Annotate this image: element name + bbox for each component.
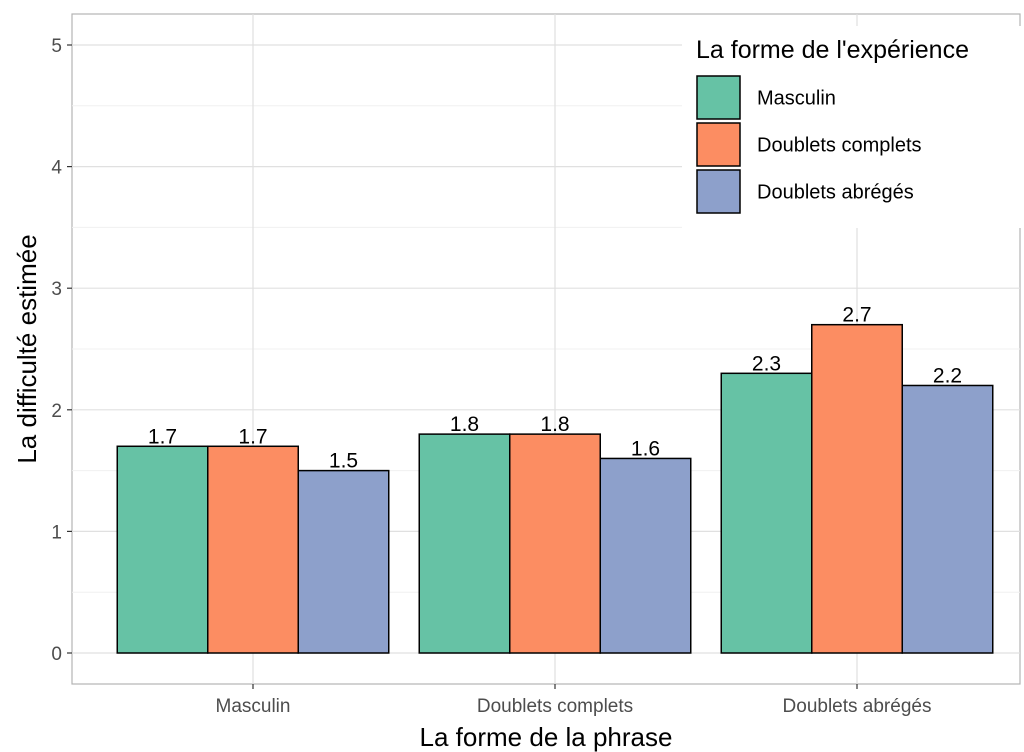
y-axis-title: La difficulté estimée — [12, 234, 42, 463]
legend-label: Masculin — [757, 88, 836, 110]
bar — [600, 458, 691, 653]
legend-key — [697, 76, 740, 119]
x-tick-label: Doublets abrégés — [783, 696, 932, 717]
bar-value-label: 1.6 — [631, 437, 660, 460]
y-tick-label: 1 — [51, 522, 62, 543]
legend: La forme de l'expérience Masculin Doublet… — [682, 26, 1024, 228]
y-axis: 0 1 2 3 4 5 — [51, 36, 72, 665]
bar-value-label: 1.8 — [450, 413, 479, 436]
y-tick-label: 4 — [51, 158, 62, 179]
legend-label: Doublets complets — [757, 135, 922, 157]
y-tick-label: 5 — [51, 36, 62, 57]
legend-key — [697, 170, 740, 213]
bar-value-label: 2.7 — [842, 304, 871, 327]
bar-value-label: 2.3 — [752, 352, 781, 375]
x-axis: Masculin Doublets complets Doublets abrégé… — [216, 684, 932, 717]
x-tick-label: Masculin — [216, 696, 291, 717]
x-tick-label: Doublets complets — [477, 696, 633, 717]
bar — [812, 325, 903, 653]
bar-value-label: 1.7 — [238, 425, 267, 448]
bar-value-label: 1.7 — [148, 425, 177, 448]
legend-key — [697, 123, 740, 166]
legend-label: Doublets abrégés — [757, 182, 914, 204]
bar — [419, 434, 510, 653]
y-tick-label: 3 — [51, 279, 62, 300]
bar-value-label: 1.5 — [329, 450, 358, 473]
bar — [298, 471, 389, 653]
bar-value-label: 1.8 — [540, 413, 569, 436]
bar — [510, 434, 601, 653]
bar — [721, 373, 812, 653]
x-axis-title: La forme de la phrase — [420, 722, 673, 752]
bar — [902, 385, 993, 653]
bar — [208, 446, 299, 653]
y-tick-label: 2 — [51, 401, 62, 422]
legend-title: La forme de l'expérience — [696, 36, 969, 64]
bar-value-label: 2.2 — [933, 364, 962, 387]
y-tick-label: 0 — [51, 644, 62, 665]
bar — [117, 446, 208, 653]
